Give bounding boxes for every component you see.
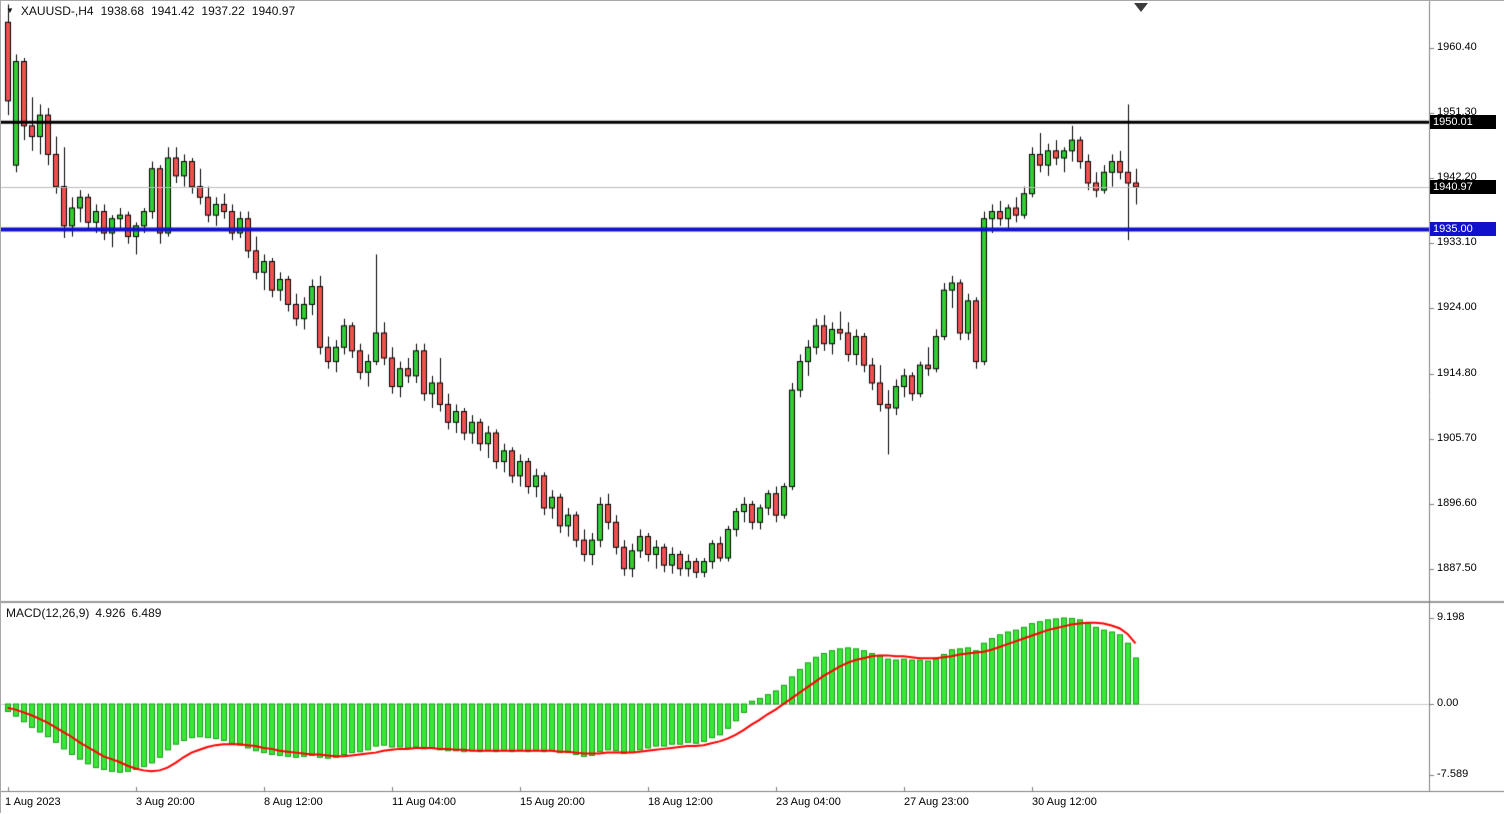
symbol-timeframe-label: XAUUSD-,H4 bbox=[20, 4, 94, 18]
time-axis-label: 1 Aug 2023 bbox=[5, 796, 61, 808]
time-axis-label: 8 Aug 12:00 bbox=[264, 796, 323, 808]
price-axis-label: 1914.80 bbox=[1437, 366, 1477, 379]
macd-signal-value: 6.489 bbox=[131, 606, 162, 620]
time-axis-label: 18 Aug 12:00 bbox=[648, 796, 713, 808]
time-axis-label: 3 Aug 20:00 bbox=[136, 796, 195, 808]
price-axis-label: 1924.00 bbox=[1437, 301, 1477, 313]
symbol-header: ▼ XAUUSD-,H4 1938.68 1941.42 1937.22 194… bbox=[6, 4, 295, 18]
price-axis-label: 1933.10 bbox=[1437, 236, 1477, 248]
time-axis-label: 30 Aug 12:00 bbox=[1032, 796, 1097, 808]
time-axis-label: 27 Aug 23:00 bbox=[904, 796, 969, 808]
macd-label: MACD(12,26,9) bbox=[6, 606, 90, 620]
ohlc-close: 1940.97 bbox=[251, 4, 296, 18]
time-axis-label: 11 Aug 04:00 bbox=[392, 796, 457, 808]
price-axis-label: 1960.40 bbox=[1437, 41, 1477, 53]
price-axis[interactable]: 1960.40 1951.30 1942.20 1933.10 1924.00 1914.… bbox=[1430, 1, 1504, 791]
bid-price-tag: 1940.97 bbox=[1430, 180, 1496, 194]
support-price-value: 1935.00 bbox=[1433, 223, 1473, 235]
bid-price-value: 1940.97 bbox=[1433, 181, 1473, 193]
ohlc-open: 1938.68 bbox=[100, 4, 144, 18]
price-axis-label: 1887.50 bbox=[1437, 561, 1477, 574]
macd-axis-label: 9.198 bbox=[1437, 611, 1465, 623]
ohlc-high: 1941.42 bbox=[151, 4, 195, 18]
resistance-price-value: 1950.01 bbox=[1433, 116, 1473, 128]
macd-axis-label: 0.00 bbox=[1437, 697, 1459, 709]
price-axis-label: 1905.70 bbox=[1437, 431, 1477, 444]
macd-indicator-header: MACD(12,26,9) 4.926 6.489 bbox=[6, 606, 161, 620]
macd-axis-label: -7.589 bbox=[1437, 767, 1469, 780]
ohlc-low: 1937.22 bbox=[201, 4, 245, 18]
time-axis[interactable]: 1 Aug 2023 3 Aug 20:00 8 Aug 12:00 11 Aug 0… bbox=[1, 792, 1504, 814]
symbol-dropdown-icon[interactable]: ▼ bbox=[6, 6, 14, 15]
time-axis-label: 15 Aug 20:00 bbox=[520, 796, 585, 808]
time-axis-label: 23 Aug 04:00 bbox=[776, 796, 841, 808]
macd-main-value: 4.926 bbox=[95, 606, 126, 620]
price-axis-label: 1896.60 bbox=[1437, 496, 1477, 509]
resistance-price-tag: 1950.01 bbox=[1430, 115, 1496, 129]
chart-shift-marker-icon[interactable] bbox=[1134, 3, 1148, 12]
support-price-tag: 1935.00 bbox=[1430, 222, 1496, 236]
